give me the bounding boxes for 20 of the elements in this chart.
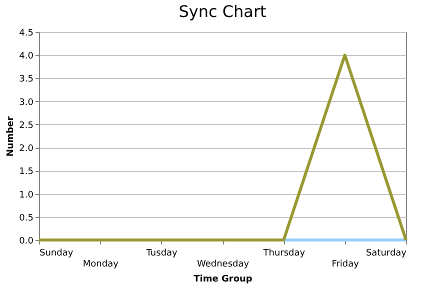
y-tick-label: 4.0	[19, 52, 34, 62]
y-tick-label: 1.5	[19, 167, 34, 178]
x-tick-label: Saturday	[366, 248, 408, 258]
y-tick-label: 4.5	[19, 28, 34, 38]
x-tick-label: Friday	[332, 260, 360, 270]
y-axis-title: Number	[6, 116, 16, 157]
y-tick-label: 3.0	[19, 98, 34, 108]
x-tick-label: Tusday	[145, 248, 178, 258]
x-tick-label: Monday	[82, 260, 120, 270]
x-tick-label: Thursday	[262, 248, 306, 258]
y-tick-label: 0.0	[19, 236, 34, 246]
x-axis-title: Time Group	[194, 274, 253, 284]
chart-title: Sync Chart	[178, 2, 266, 21]
y-tick-label: 0.5	[19, 213, 34, 224]
y-tick-label: 3.5	[19, 74, 34, 85]
y-tick-label: 2.5	[19, 120, 34, 131]
y-tick-label: 2.0	[19, 144, 34, 154]
x-tick-label: Sunday	[40, 248, 74, 258]
y-tick-label: 1.0	[19, 190, 34, 200]
x-tick-label: Wednesday	[196, 260, 250, 270]
